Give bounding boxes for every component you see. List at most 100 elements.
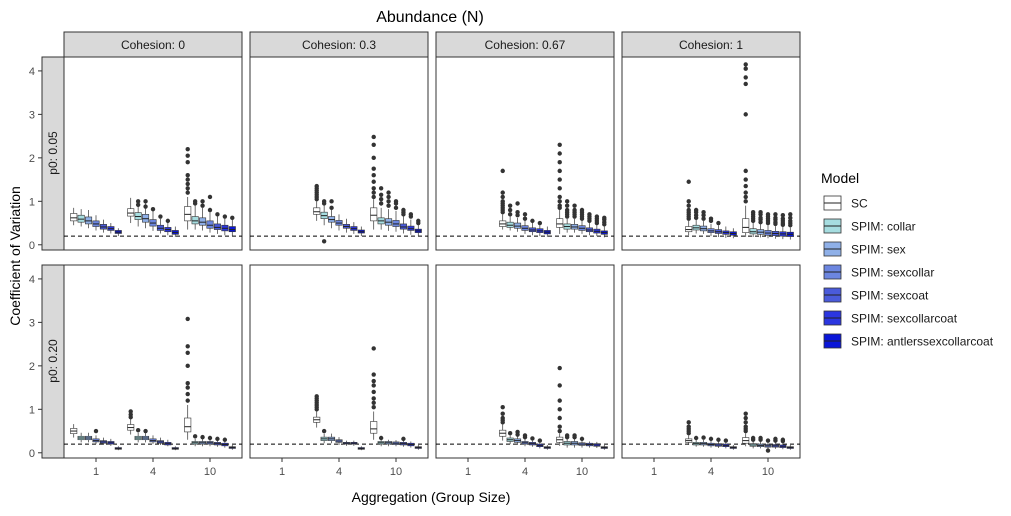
- outlier-point: [515, 201, 520, 206]
- outlier-point: [207, 435, 213, 441]
- x-tick-label: 10: [762, 466, 774, 478]
- outlier-point: [743, 190, 748, 195]
- outlier-point: [557, 168, 562, 174]
- outlier-point: [185, 186, 190, 191]
- outlier-point: [686, 424, 691, 429]
- outlier-point: [386, 194, 391, 200]
- outlier-point: [378, 186, 384, 191]
- outlier-point: [371, 155, 376, 161]
- y-tick-label: 2: [29, 361, 35, 373]
- outlier-point: [579, 436, 585, 442]
- outlier-point: [185, 316, 190, 322]
- legend-label: SC: [851, 197, 868, 211]
- outlier-point: [750, 435, 756, 441]
- outlier-point: [743, 420, 748, 425]
- outlier-point: [743, 411, 748, 416]
- outlier-point: [743, 424, 748, 429]
- outlier-point: [500, 404, 505, 410]
- outlier-point: [200, 203, 205, 208]
- outlier-point: [686, 207, 691, 213]
- outlier-point: [371, 190, 376, 195]
- outlier-point: [750, 209, 756, 215]
- x-tick-label: 4: [150, 466, 156, 478]
- outlier-point: [386, 199, 391, 204]
- outlier-point: [93, 428, 99, 434]
- y-tick-label: 4: [29, 274, 35, 286]
- outlier-point: [185, 381, 190, 386]
- outlier-point: [765, 438, 771, 443]
- outlier-point: [185, 398, 190, 403]
- outlier-point: [701, 213, 706, 218]
- outlier-point: [773, 212, 778, 217]
- outlier-point: [743, 415, 748, 421]
- outlier-point: [557, 194, 562, 200]
- outlier-point: [135, 427, 141, 433]
- y-axis-label: Coefficient of Variation: [7, 186, 23, 326]
- outlier-point: [215, 212, 220, 217]
- y-tick-label: 1: [29, 404, 35, 416]
- outlier-point: [185, 153, 190, 158]
- outlier-point: [185, 190, 190, 195]
- legend: Model SC SPIM: collar SPIM: sex SPIM: sexco…: [821, 170, 994, 349]
- outlier-point: [371, 378, 376, 384]
- outlier-point: [135, 202, 141, 207]
- outlier-point: [773, 436, 778, 442]
- outlier-point: [765, 448, 771, 453]
- outlier-point: [515, 429, 520, 435]
- outlier-point: [758, 435, 763, 441]
- x-tick-label: 10: [204, 466, 216, 478]
- outlier-point: [401, 207, 406, 213]
- x-tick-label: 10: [390, 466, 402, 478]
- outlier-point: [143, 199, 148, 204]
- legend-title: Model: [821, 170, 859, 186]
- outlier-point: [371, 396, 376, 401]
- outlier-point: [192, 199, 198, 204]
- outlier-point: [500, 168, 505, 174]
- box: [213, 223, 221, 230]
- x-tick-label: 1: [93, 466, 99, 478]
- outlier-point: [693, 213, 699, 218]
- outlier-point: [371, 346, 376, 351]
- box: [184, 206, 192, 222]
- col-strip: [621, 31, 801, 58]
- outlier-point: [408, 212, 414, 217]
- outlier-point: [371, 186, 376, 191]
- outlier-point: [143, 204, 148, 209]
- y-tick-label: 1: [29, 196, 35, 208]
- outlier-point: [557, 151, 562, 156]
- outlier-point: [686, 203, 691, 208]
- outlier-point: [500, 411, 505, 416]
- outlier-point: [522, 212, 528, 217]
- outlier-point: [507, 207, 513, 213]
- outlier-point: [200, 199, 205, 204]
- outlier-point: [378, 192, 384, 197]
- y-tick-label: 0: [29, 448, 35, 460]
- y-tick-label: 3: [29, 317, 35, 329]
- outlier-point: [329, 199, 334, 204]
- outlier-point: [185, 344, 190, 349]
- outlier-point: [564, 199, 570, 204]
- outlier-point: [557, 407, 562, 412]
- box: [199, 217, 207, 226]
- outlier-point: [371, 166, 376, 171]
- outlier-point: [780, 437, 786, 442]
- chart-title: Abundance (N): [376, 9, 484, 26]
- col-strip-label: Cohesion: 0.3: [302, 38, 376, 52]
- outlier-point: [185, 173, 190, 178]
- outlier-point: [557, 199, 562, 204]
- outlier-point: [507, 203, 513, 208]
- box: [127, 208, 135, 217]
- col-strip: [249, 31, 429, 58]
- outlier-point: [594, 214, 600, 219]
- legend-label: SPIM: sexcollarcoat: [851, 312, 958, 326]
- outlier-point: [572, 433, 577, 438]
- outlier-point: [743, 66, 748, 71]
- outlier-point: [185, 146, 190, 152]
- outlier-point: [701, 216, 706, 221]
- outlier-point: [314, 394, 319, 399]
- x-tick-label: 4: [336, 466, 342, 478]
- outlier-point: [530, 436, 535, 441]
- x-tick-label: 4: [708, 466, 714, 478]
- outlier-point: [386, 190, 391, 195]
